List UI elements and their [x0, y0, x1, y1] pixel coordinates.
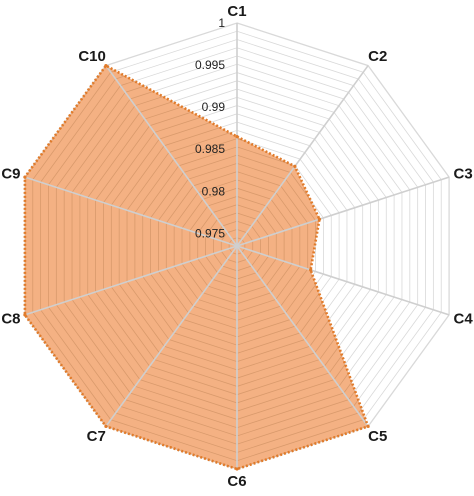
- series-area: [24, 65, 369, 469]
- tick-label: 0.985: [195, 142, 225, 156]
- spoke-c8: [24, 245, 238, 316]
- category-label-c10: C10: [78, 48, 106, 65]
- data-point-c3: [317, 217, 322, 221]
- data-point-c2: [293, 164, 297, 168]
- category-label-c7: C7: [87, 428, 106, 445]
- radar-category-labels: C1 C2 C3 C4 C5 C6 C7 C8 C9 C10: [1, 3, 473, 490]
- radar-spokes: [23, 23, 450, 471]
- category-label-c6: C6: [227, 473, 246, 490]
- spoke-c10: [105, 65, 238, 247]
- radar-tick-labels: 0.975 0.98 0.985 0.99 0.995 1: [195, 16, 225, 240]
- category-label-c4: C4: [454, 311, 474, 328]
- data-point-c10: [104, 63, 108, 68]
- spoke-c2: [236, 65, 369, 247]
- tick-label: 0.98: [202, 184, 226, 198]
- data-point-c6: [235, 467, 239, 471]
- fill-grid-ring: [24, 65, 369, 469]
- category-label-c5: C5: [368, 428, 387, 445]
- category-label-c3: C3: [454, 165, 473, 182]
- category-label-c9: C9: [1, 165, 20, 182]
- data-point-c8: [23, 313, 27, 317]
- data-point-c5: [366, 424, 370, 429]
- data-point-c1: [235, 135, 239, 139]
- tick-label: 0.99: [202, 100, 226, 114]
- spoke-c7: [105, 245, 238, 427]
- category-label-c1: C1: [227, 3, 246, 20]
- data-point-c7: [104, 424, 108, 429]
- spoke-c3: [236, 176, 450, 247]
- spoke-c9: [24, 176, 238, 247]
- data-point-c4: [309, 268, 313, 272]
- spoke-c4: [236, 245, 450, 316]
- spoke-c5: [236, 245, 369, 427]
- data-point-c9: [23, 175, 27, 179]
- tick-label: 1: [218, 16, 225, 30]
- category-label-c2: C2: [368, 48, 387, 65]
- tick-label: 0.995: [195, 58, 225, 72]
- radar-series: [24, 65, 369, 469]
- category-label-c8: C8: [1, 311, 20, 328]
- tick-label: 0.975: [195, 226, 225, 240]
